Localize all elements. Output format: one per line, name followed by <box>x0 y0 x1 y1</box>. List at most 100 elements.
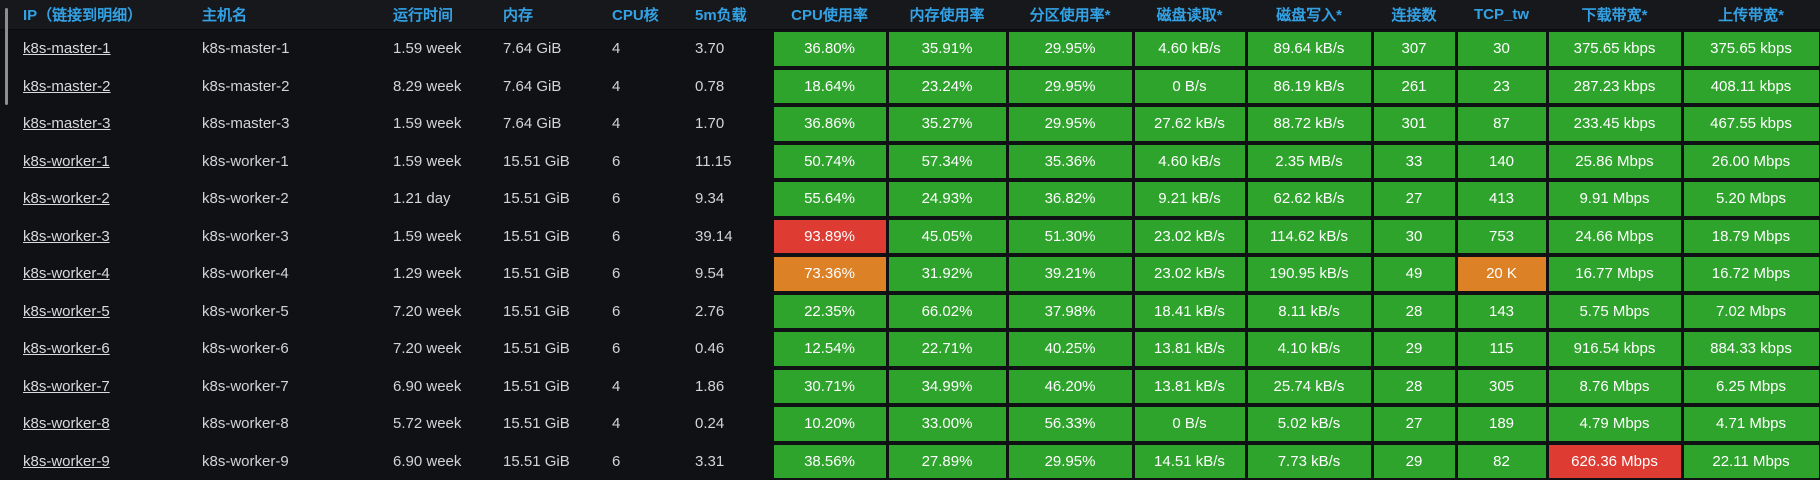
cell-mem_usage: 27.89% <box>888 444 1006 478</box>
cell-wrap-connections: 27 <box>1372 405 1456 443</box>
cell-hostname: k8s-worker-5 <box>202 302 289 320</box>
cell-uptime: 6.90 week <box>393 452 462 470</box>
cell-disk_read: 23.02 kB/s <box>1134 219 1245 253</box>
cell-wrap-tcp_tw: 143 <box>1456 293 1547 331</box>
ip-link[interactable]: k8s-worker-8 <box>23 415 110 433</box>
cell-disk_read: 0 B/s <box>1134 69 1245 103</box>
column-header-disk_read[interactable]: 磁盘读取* <box>1156 7 1223 24</box>
cell-cpu_usage: 38.56% <box>773 444 886 478</box>
column-header-download_bw[interactable]: 下载带宽* <box>1581 7 1648 24</box>
cell-wrap-download_bw: 25.86 Mbps <box>1547 143 1682 181</box>
table-row: k8s-worker-8 k8s-worker-8 5.72 week 15.51 G… <box>0 405 1820 443</box>
column-header-load_5m[interactable]: 5m负载 <box>695 7 747 24</box>
cell-memory: 15.51 GiB <box>503 340 570 358</box>
cell-cpu_cores: 4 <box>612 77 621 95</box>
column-header-disk_write[interactable]: 磁盘写入* <box>1276 7 1342 24</box>
vertical-scrollbar-thumb[interactable] <box>5 8 8 105</box>
column-header-cpu_cores[interactable]: CPU核 <box>612 7 659 24</box>
cell-download_bw: 16.77 Mbps <box>1548 257 1681 291</box>
cell-wrap-mem_usage: 24.93% <box>887 180 1007 218</box>
cell-wrap-partition_usage: 46.20% <box>1007 368 1133 406</box>
column-header-connections[interactable]: 连接数 <box>1391 7 1437 24</box>
cell-load_5m: 2.76 <box>695 302 725 320</box>
cell-wrap-mem_usage: 34.99% <box>887 368 1007 406</box>
cell-wrap-disk_read: 13.81 kB/s <box>1133 368 1246 406</box>
ip-link[interactable]: k8s-master-2 <box>23 77 111 95</box>
cell-wrap-partition_usage: 56.33% <box>1007 405 1133 443</box>
table-row: k8s-master-2 k8s-master-2 8.29 week 7.64 Gi… <box>0 68 1820 106</box>
cell-mem_usage: 23.24% <box>888 69 1006 103</box>
cell-cpu_cores: 6 <box>612 340 621 358</box>
cell-cpu_cores: 6 <box>612 452 621 470</box>
ip-link[interactable]: k8s-worker-9 <box>23 452 110 470</box>
ip-link[interactable]: k8s-worker-2 <box>23 190 110 208</box>
ip-link[interactable]: k8s-worker-1 <box>23 152 110 170</box>
cell-load_5m: 1.70 <box>695 115 725 133</box>
cell-cpu_cores: 4 <box>612 377 621 395</box>
cell-ip: k8s-worker-1 <box>0 143 190 181</box>
table-row: k8s-worker-4 k8s-worker-4 1.29 week 15.51 G… <box>0 255 1820 293</box>
cell-cpu_usage: 55.64% <box>773 182 886 216</box>
cell-partition_usage: 35.36% <box>1008 144 1132 178</box>
cell-upload_bw: 467.55 kbps <box>1683 107 1819 141</box>
cell-wrap-tcp_tw: 753 <box>1456 218 1547 256</box>
ip-link[interactable]: k8s-worker-6 <box>23 340 110 358</box>
cell-uptime: 1.59 week <box>393 40 462 58</box>
cell-connections: 49 <box>1373 257 1455 291</box>
cell-wrap-upload_bw: 6.25 Mbps <box>1682 368 1820 406</box>
cell-connections: 28 <box>1373 369 1455 403</box>
cell-upload_bw: 26.00 Mbps <box>1683 144 1819 178</box>
column-header-upload_bw[interactable]: 上传带宽* <box>1718 7 1784 24</box>
ip-link[interactable]: k8s-worker-7 <box>23 377 110 395</box>
table-row: k8s-worker-2 k8s-worker-2 1.21 day 15.51 Gi… <box>0 180 1820 218</box>
cell-download_bw: 287.23 kbps <box>1548 69 1681 103</box>
cell-partition_usage: 40.25% <box>1008 332 1132 366</box>
column-header-mem_usage[interactable]: 内存使用率 <box>909 7 985 24</box>
cell-wrap-disk_write: 190.95 kB/s <box>1246 255 1372 293</box>
column-header-uptime[interactable]: 运行时间 <box>393 7 454 24</box>
cell-partition_usage: 37.98% <box>1008 294 1132 328</box>
cell-wrap-mem_usage: 33.00% <box>887 405 1007 443</box>
cell-cpu_cores: 4 <box>612 415 621 433</box>
cell-wrap-cpu_usage: 93.89% <box>772 218 887 256</box>
column-header-ip[interactable]: IP（链接到明细） <box>23 7 143 24</box>
cell-load_5m: 1.86 <box>695 377 725 395</box>
cell-wrap-connections: 27 <box>1372 180 1456 218</box>
cell-memory: 15.51 GiB <box>503 415 570 433</box>
cell-download_bw: 9.91 Mbps <box>1548 182 1681 216</box>
cell-connections: 29 <box>1373 444 1455 478</box>
cell-memory: 15.51 GiB <box>503 152 570 170</box>
cell-wrap-mem_usage: 31.92% <box>887 255 1007 293</box>
column-header-tcp_tw[interactable]: TCP_tw <box>1473 6 1529 23</box>
ip-link[interactable]: k8s-worker-5 <box>23 302 110 320</box>
cell-wrap-tcp_tw: 87 <box>1456 105 1547 143</box>
cell-wrap-cpu_usage: 22.35% <box>772 293 887 331</box>
cell-download_bw: 375.65 kbps <box>1548 32 1681 66</box>
cell-load_5m: 0.46 <box>695 340 725 358</box>
column-header-cpu_usage[interactable]: CPU使用率 <box>791 7 868 24</box>
column-header-partition_usage[interactable]: 分区使用率* <box>1029 7 1111 24</box>
ip-link[interactable]: k8s-master-3 <box>23 115 111 133</box>
cell-hostname: k8s-worker-9 <box>202 452 289 470</box>
cell-wrap-download_bw: 8.76 Mbps <box>1547 368 1682 406</box>
cell-hostname: k8s-worker-8 <box>202 415 289 433</box>
cell-upload_bw: 6.25 Mbps <box>1683 369 1819 403</box>
cell-wrap-mem_usage: 27.89% <box>887 443 1007 480</box>
cell-wrap-cpu_usage: 30.71% <box>772 368 887 406</box>
ip-link[interactable]: k8s-worker-3 <box>23 227 110 245</box>
column-header-hostname[interactable]: 主机名 <box>202 7 248 24</box>
cell-cpu_cores: 6 <box>612 265 621 283</box>
cell-load_5m: 39.14 <box>695 227 733 245</box>
column-header-memory[interactable]: 内存 <box>503 7 534 24</box>
ip-link[interactable]: k8s-worker-4 <box>23 265 110 283</box>
cell-cpu_usage: 30.71% <box>773 369 886 403</box>
cell-wrap-connections: 30 <box>1372 218 1456 256</box>
cell-memory: 15.51 GiB <box>503 302 570 320</box>
cell-wrap-upload_bw: 408.11 kbps <box>1682 68 1820 106</box>
cell-wrap-disk_write: 8.11 kB/s <box>1246 293 1372 331</box>
cell-wrap-tcp_tw: 82 <box>1456 443 1547 480</box>
cell-wrap-connections: 29 <box>1372 443 1456 480</box>
cell-cpu_usage: 36.80% <box>773 32 886 66</box>
ip-link[interactable]: k8s-master-1 <box>23 40 111 58</box>
cell-uptime: 7.20 week <box>393 340 462 358</box>
